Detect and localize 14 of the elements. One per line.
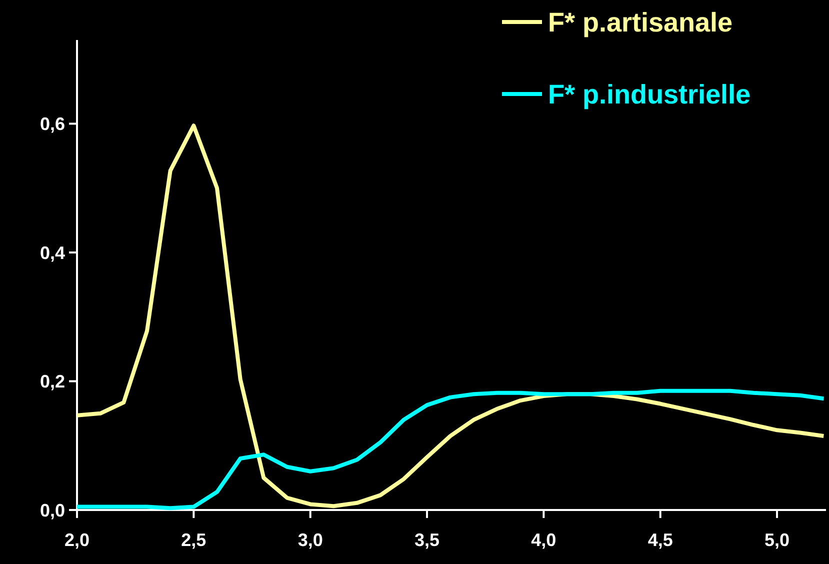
- line-series: [75, 124, 826, 508]
- legend-label: F* p.artisanale: [548, 7, 733, 38]
- y-tick-label: 0,2: [40, 372, 65, 392]
- x-tick-label: 2,0: [64, 530, 90, 550]
- y-tick-label: 0,4: [40, 242, 65, 263]
- legend-label: F* p.industrielle: [548, 79, 751, 110]
- x-tick-label: 3,5: [414, 530, 440, 550]
- x-tick-label: 4,5: [648, 530, 673, 550]
- x-tick-label: 5,0: [764, 530, 790, 550]
- y-tick-label: 0,0: [40, 500, 65, 520]
- x-tick-label: 2,5: [181, 530, 206, 550]
- x-tick-label: 4,0: [531, 530, 556, 550]
- y-tick-label: 0,6: [40, 114, 65, 134]
- x-tick-label: 3,0: [298, 530, 323, 550]
